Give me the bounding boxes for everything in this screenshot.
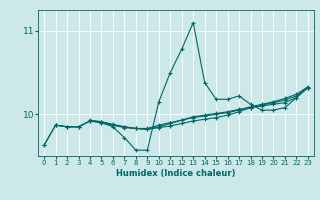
- X-axis label: Humidex (Indice chaleur): Humidex (Indice chaleur): [116, 169, 236, 178]
